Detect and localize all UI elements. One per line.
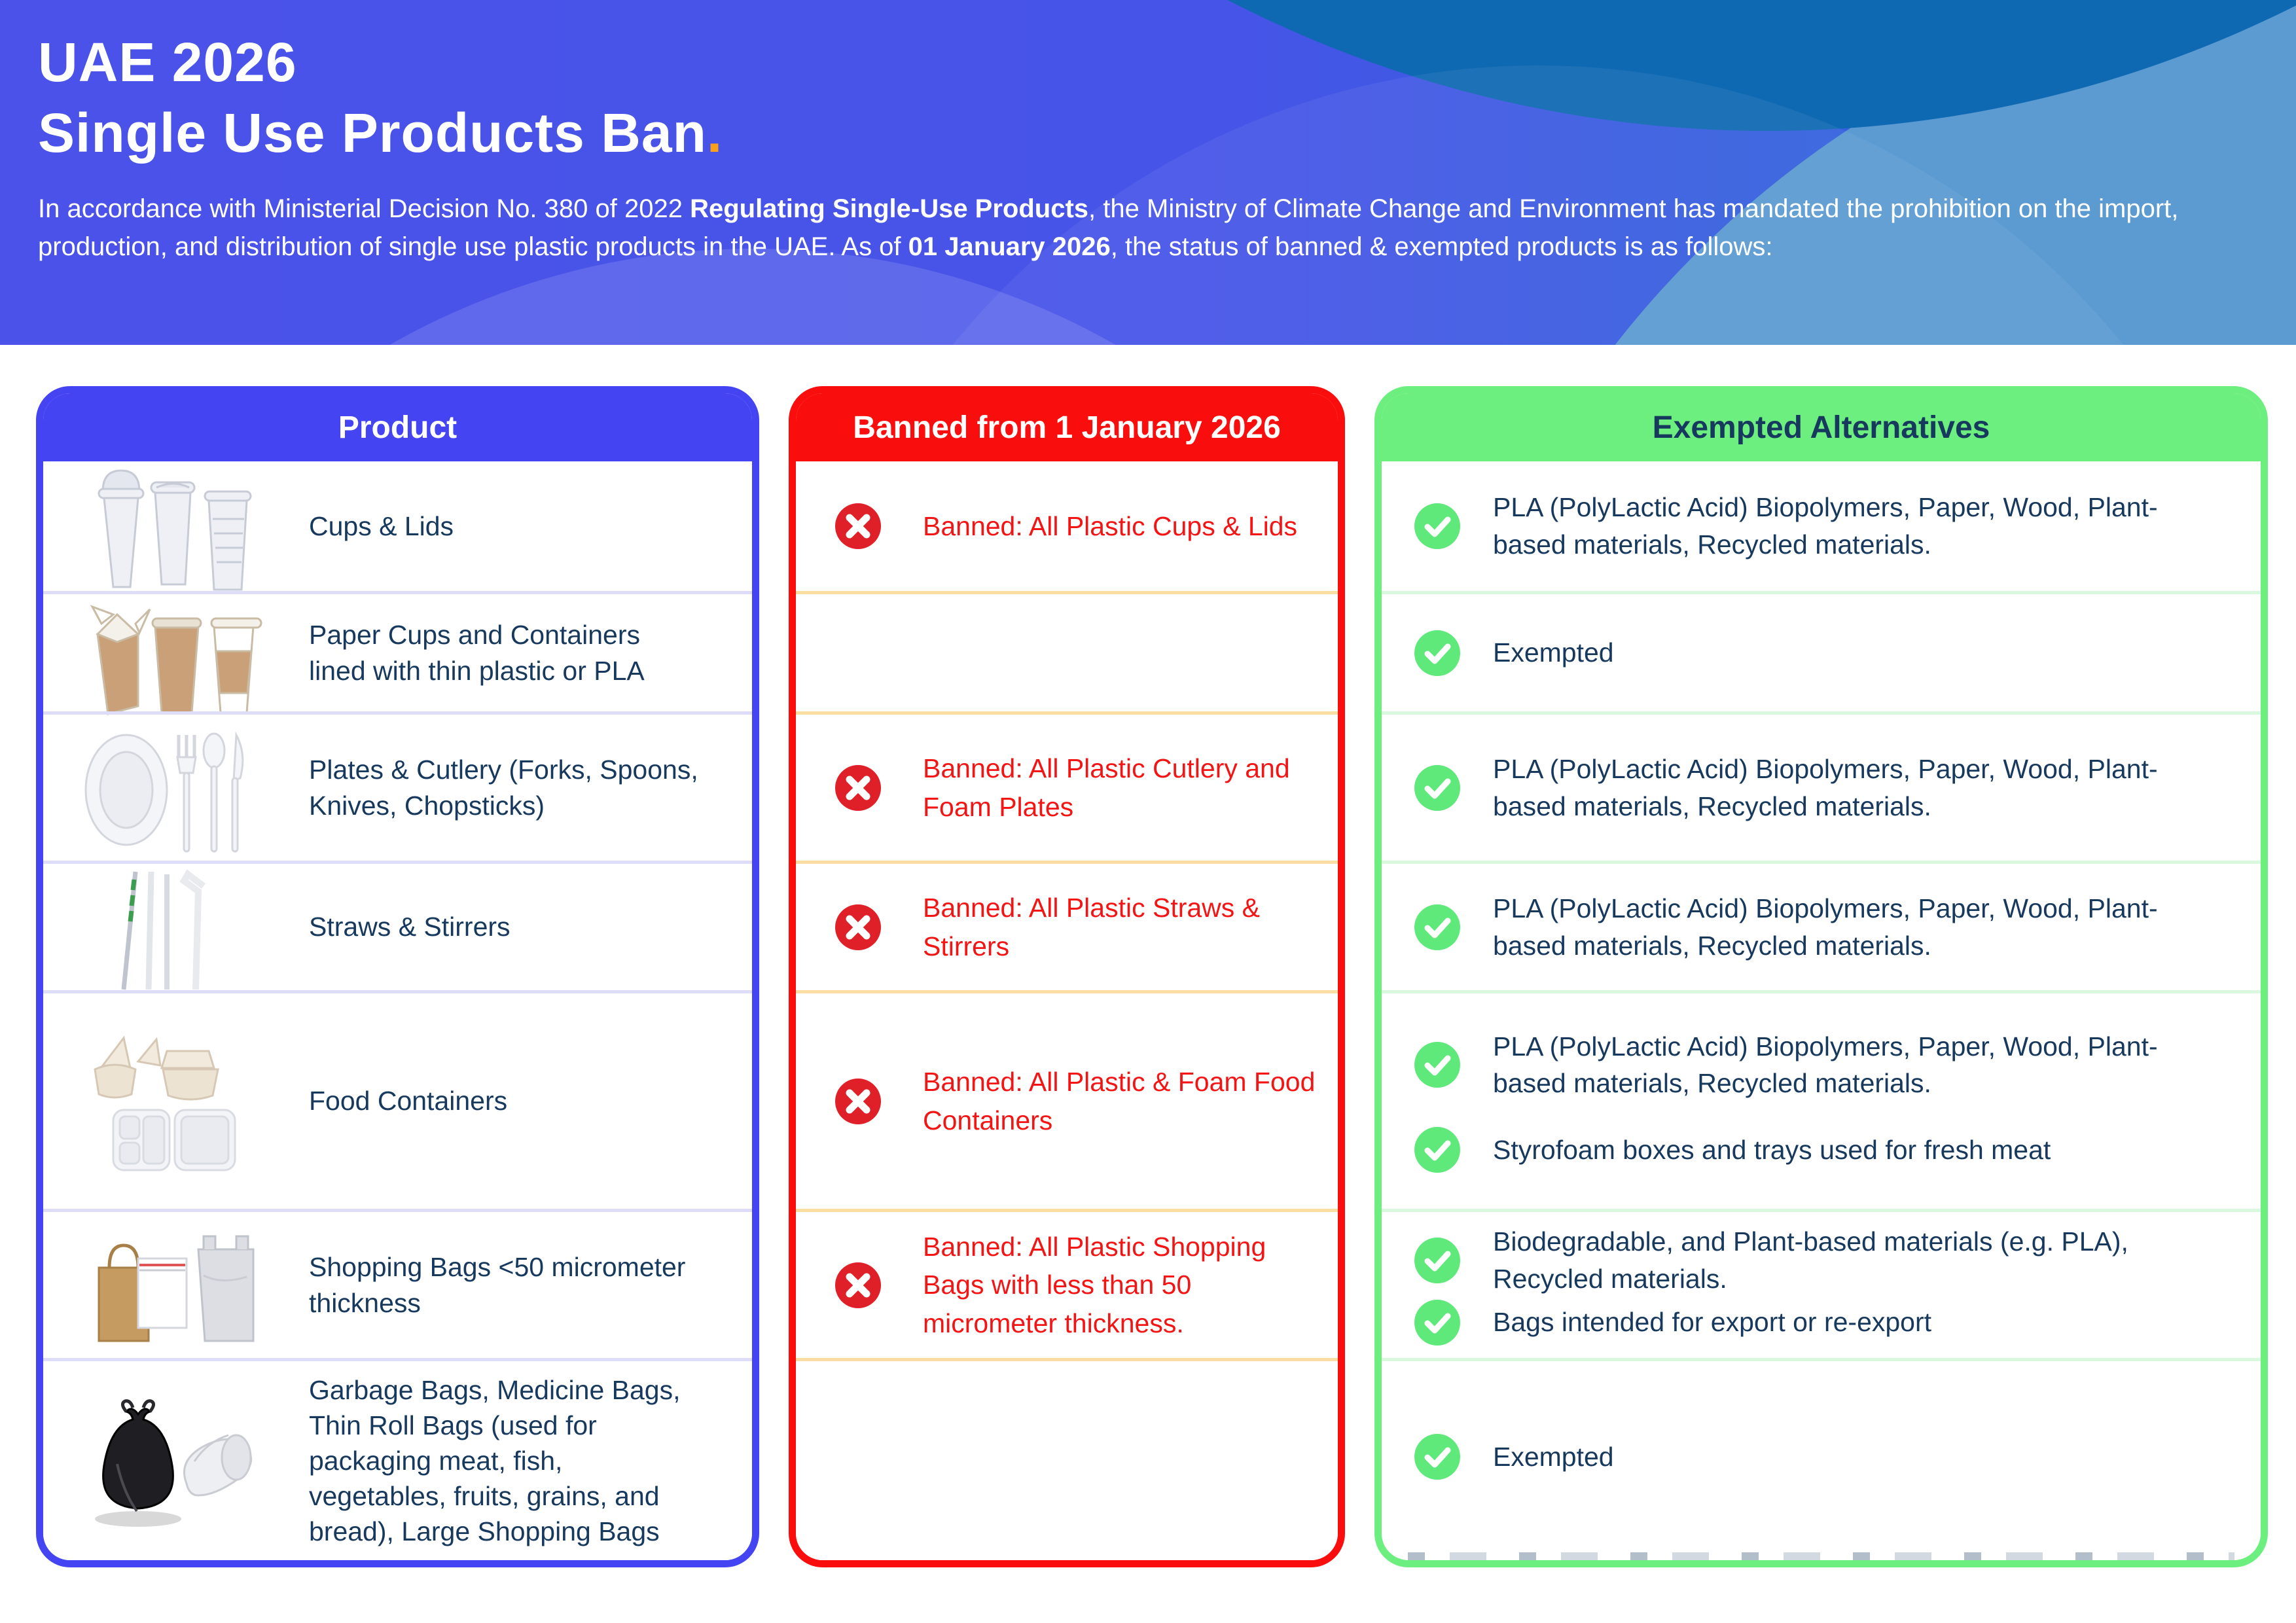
exempted-row: Exempted: [1382, 1358, 2261, 1552]
exempted-text: PLA (PolyLactic Acid) Biopolymers, Paper…: [1493, 492, 2158, 560]
exempted-row: PLA (PolyLactic Acid) Biopolymers, Paper…: [1382, 711, 2261, 861]
exempted-text: PLA (PolyLactic Acid) Biopolymers, Paper…: [1493, 1031, 2158, 1099]
intro-segment: In accordance with Ministerial Decision …: [38, 194, 691, 224]
check-circle-icon: [1413, 629, 1462, 677]
exempted-text: Exempted: [1493, 637, 1614, 668]
product-row: Garbage Bags, Medicine Bags, Thin Roll B…: [43, 1358, 752, 1560]
exempted-item: Exempted: [1413, 1433, 2241, 1481]
x-circle-icon: [834, 502, 882, 550]
title-line-1: UAE 2026: [38, 31, 297, 93]
banned-row-empty: [796, 591, 1338, 711]
product-column-header: Product: [43, 393, 752, 461]
exempted-item: Bags intended for export or re-export: [1413, 1298, 2241, 1347]
product-label: Cups & Lids: [309, 510, 454, 541]
check-circle-icon: [1413, 502, 1462, 550]
title-line-2: Single Use Products Ban.: [38, 101, 723, 164]
exempted-column: Exempted Alternatives PLA (PolyLactic Ac…: [1374, 386, 2268, 1567]
exempted-column-header: Exempted Alternatives: [1382, 393, 2261, 461]
banned-column-body: Banned: All Plastic Cups & Lids Banned: A…: [796, 461, 1338, 1560]
product-label: Straws & Stirrers: [309, 912, 511, 942]
exempted-item: PLA (PolyLactic Acid) Biopolymers, Paper…: [1413, 890, 2241, 964]
exempted-row: Exempted: [1382, 591, 2261, 711]
banned-row: Banned: All Plastic Cups & Lids: [796, 461, 1338, 591]
exempted-text: PLA (PolyLactic Acid) Biopolymers, Paper…: [1493, 753, 2158, 821]
x-circle-icon: [834, 764, 882, 812]
ban-status-table: Product Cups & Lids Paper Cups and Contai…: [36, 386, 2268, 1567]
x-circle-icon: [834, 1077, 882, 1126]
exempted-item: PLA (PolyLactic Acid) Biopolymers, Paper…: [1413, 751, 2241, 825]
product-label: Garbage Bags, Medicine Bags, Thin Roll B…: [309, 1374, 681, 1547]
banned-row: Banned: All Plastic Cutlery and Foam Pla…: [796, 711, 1338, 861]
intro-paragraph: In accordance with Ministerial Decision …: [38, 190, 2257, 266]
product-label: Food Containers: [309, 1086, 508, 1116]
banned-row: Banned: All Plastic & Foam Food Containe…: [796, 990, 1338, 1209]
exempted-item: Exempted: [1413, 629, 2241, 677]
check-circle-icon: [1413, 903, 1462, 952]
banned-column: Banned from 1 January 2026 Banned: All P…: [789, 386, 1345, 1567]
exempted-item: PLA (PolyLactic Acid) Biopolymers, Paper…: [1413, 489, 2241, 563]
exempted-item: Biodegradable, and Plant-based materials…: [1413, 1223, 2241, 1297]
exempted-text: Styrofoam boxes and trays used for fresh…: [1493, 1135, 2051, 1166]
banned-text: Banned: All Plastic Cups & Lids: [923, 510, 1298, 541]
banned-column-header: Banned from 1 January 2026: [796, 393, 1338, 461]
product-label: Paper Cups and Containers lined with thi…: [309, 620, 645, 686]
exempted-row: Biodegradable, and Plant-based materials…: [1382, 1209, 2261, 1358]
x-circle-icon: [834, 903, 882, 952]
product-column: Product Cups & Lids Paper Cups and Contai…: [36, 386, 759, 1567]
hero-background-graphic: [0, 0, 2296, 345]
banned-row: Banned: All Plastic Shopping Bags with l…: [796, 1209, 1338, 1358]
banned-row-empty: [796, 1358, 1338, 1560]
intro-segment: , the status of banned & exempted produc…: [1110, 232, 1773, 261]
page-title: UAE 2026 Single Use Products Ban.: [38, 27, 2257, 168]
title-accent-period: .: [706, 101, 723, 164]
product-row: Shopping Bags <50 micrometer thickness: [43, 1209, 752, 1358]
check-circle-icon: [1413, 1236, 1462, 1285]
exempted-text: Exempted: [1493, 1441, 1614, 1472]
straws-stirrers-image: [65, 852, 281, 1003]
x-circle-icon: [834, 1261, 882, 1310]
hero-banner: UAE 2026 Single Use Products Ban. In acc…: [0, 0, 2296, 345]
exempted-text: Bags intended for export or re-export: [1493, 1307, 1932, 1338]
paper-cups-image: [65, 578, 281, 728]
intro-segment: 01 January 2026: [908, 232, 1111, 261]
exempted-text: Biodegradable, and Plant-based materials…: [1493, 1226, 2128, 1294]
intro-segment: , the Ministry of Climate Change and Env…: [38, 194, 2179, 261]
check-circle-icon: [1413, 1126, 1462, 1174]
product-row: Straws & Stirrers: [43, 861, 752, 990]
check-circle-icon: [1413, 764, 1462, 812]
banned-text: Banned: All Plastic Cutlery and Foam Pla…: [923, 753, 1290, 822]
exempted-row: PLA (PolyLactic Acid) Biopolymers, Paper…: [1382, 461, 2261, 591]
exempted-column-body: PLA (PolyLactic Acid) Biopolymers, Paper…: [1382, 461, 2261, 1552]
garbage-bags-image: [65, 1385, 281, 1536]
banned-text: Banned: All Plastic Straws & Stirrers: [923, 893, 1261, 961]
exempted-item: PLA (PolyLactic Acid) Biopolymers, Paper…: [1413, 1028, 2241, 1102]
banned-text: Banned: All Plastic & Foam Food Containe…: [923, 1067, 1316, 1135]
exempted-row: PLA (PolyLactic Acid) Biopolymers, Paper…: [1382, 990, 2261, 1209]
product-row: Cups & Lids: [43, 461, 752, 591]
plates-cutlery-image: [65, 713, 281, 863]
exempted-row: PLA (PolyLactic Acid) Biopolymers, Paper…: [1382, 861, 2261, 990]
check-circle-icon: [1413, 1041, 1462, 1089]
banned-text: Banned: All Plastic Shopping Bags with l…: [923, 1232, 1266, 1338]
clipped-text-artifact: [1408, 1552, 2234, 1560]
check-circle-icon: [1413, 1298, 1462, 1347]
product-row: Paper Cups and Containers lined with thi…: [43, 591, 752, 715]
food-containers-image: [65, 1026, 281, 1177]
product-row: Food Containers: [43, 990, 752, 1209]
product-label: Plates & Cutlery (Forks, Spoons, Knives,…: [309, 755, 698, 821]
product-row: Plates & Cutlery (Forks, Spoons, Knives,…: [43, 711, 752, 861]
shopping-bags-image: [65, 1210, 281, 1361]
exempted-text: PLA (PolyLactic Acid) Biopolymers, Paper…: [1493, 893, 2158, 961]
banned-row: Banned: All Plastic Straws & Stirrers: [796, 861, 1338, 990]
exempted-item: Styrofoam boxes and trays used for fresh…: [1413, 1126, 2241, 1174]
intro-segment: Regulating Single-Use Products: [690, 194, 1089, 224]
cups-lids-image: [65, 451, 281, 601]
product-label: Shopping Bags <50 micrometer thickness: [309, 1252, 686, 1318]
product-column-body: Cups & Lids Paper Cups and Containers lin…: [43, 461, 752, 1560]
check-circle-icon: [1413, 1433, 1462, 1481]
